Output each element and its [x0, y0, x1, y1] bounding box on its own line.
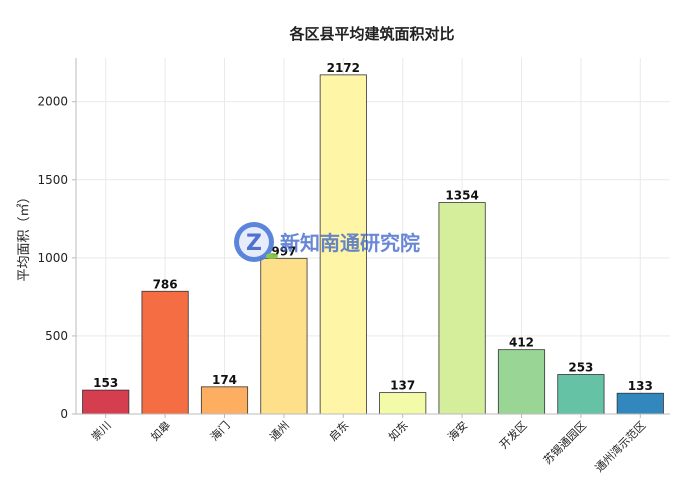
x-tick-label: 如东: [385, 418, 410, 443]
x-tick-label: 海门: [207, 418, 232, 443]
bar: [379, 392, 427, 415]
bar: [557, 374, 605, 415]
bar: [141, 290, 189, 415]
y-tick-label: 500: [45, 329, 68, 343]
data-label: 253: [568, 360, 593, 374]
data-label: 137: [390, 379, 415, 393]
bars: [82, 74, 664, 415]
x-axis: 崇川 如皋 海门 通州 启东 如东 海安 开发区 苏锡通园区 通州湾示范区: [76, 413, 670, 475]
bar: [260, 257, 308, 415]
x-tick-label: 启东: [327, 419, 352, 444]
data-label: 997: [271, 244, 296, 258]
data-label: 1354: [445, 189, 478, 203]
data-label: 174: [212, 373, 237, 387]
data-label: 153: [93, 376, 118, 390]
bar: [319, 74, 367, 415]
data-label: 133: [628, 379, 653, 393]
x-tick-label: 通州湾示范区: [592, 418, 649, 475]
watermark-logo-letter: Z: [246, 231, 262, 256]
chart-title: 各区县平均建筑面积对比: [288, 25, 454, 43]
x-tick-label: 如皋: [148, 418, 173, 443]
x-tick-label: 海安: [445, 418, 470, 443]
x-tick-label: 苏锡通园区: [540, 418, 589, 467]
data-labels: 153 786 174 997 2172 137 1354 412 253 133: [93, 61, 653, 393]
data-label: 786: [153, 277, 178, 291]
y-axis: 0 500 1000 1500 2000: [37, 58, 77, 421]
y-tick-label: 2000: [37, 95, 68, 109]
z-logo-icon: Z: [234, 222, 278, 262]
y-axis-label: 平均面积（㎡）: [17, 190, 32, 281]
bar: [616, 392, 664, 415]
watermark: Z 新知南通研究院: [234, 222, 420, 262]
bar: [438, 202, 486, 415]
data-label: 412: [509, 336, 534, 350]
x-tick-label: 开发区: [496, 418, 529, 451]
x-tick-label: 崇川: [89, 419, 114, 444]
data-label: 2172: [327, 61, 360, 75]
x-tick-label: 通州: [267, 419, 292, 444]
bar: [497, 349, 546, 415]
watermark-text: 新知南通研究院: [280, 231, 420, 255]
bar: [82, 389, 130, 415]
y-tick-label: 0: [60, 407, 68, 421]
bar: [200, 386, 249, 415]
y-tick-label: 1500: [37, 173, 68, 187]
y-tick-label: 1000: [37, 251, 68, 265]
